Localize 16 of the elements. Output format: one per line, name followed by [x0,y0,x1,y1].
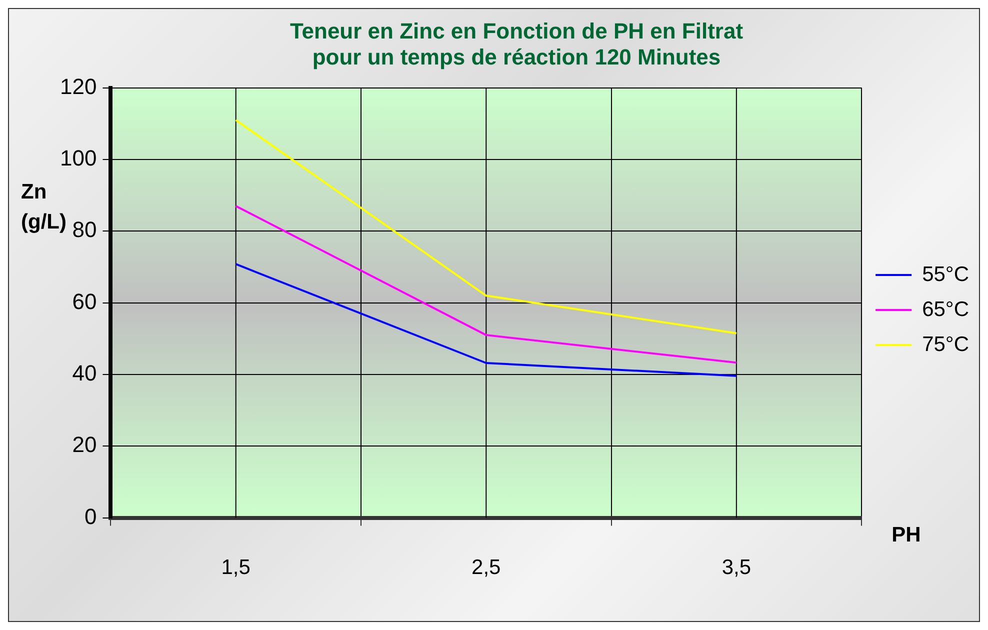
y-tick-label: 80 [72,217,97,242]
y-tick-label: 20 [72,432,97,458]
x-axis-title: PH [892,524,921,547]
legend-label: 75°C [922,332,969,356]
x-tick-label: 1,5 [221,556,250,580]
y-tick-label: 0 [84,504,97,529]
y-tick-label: 120 [60,74,97,99]
x-tick-label: 3,5 [722,556,752,580]
chart-title: Teneur en Zinc en Fonction de PH en Filtrat pour un temps de réaction 120 Minutes [290,18,744,70]
x-tick-label: 2,5 [472,556,501,580]
y-tick-label: 60 [72,288,97,314]
y-tick-label: 100 [60,146,97,171]
legend-label: 65°C [922,298,969,321]
y-tick-label: 40 [72,360,97,386]
y-axis-title: Zn (g/L) [21,180,66,234]
legend-label: 55°C [922,262,969,286]
